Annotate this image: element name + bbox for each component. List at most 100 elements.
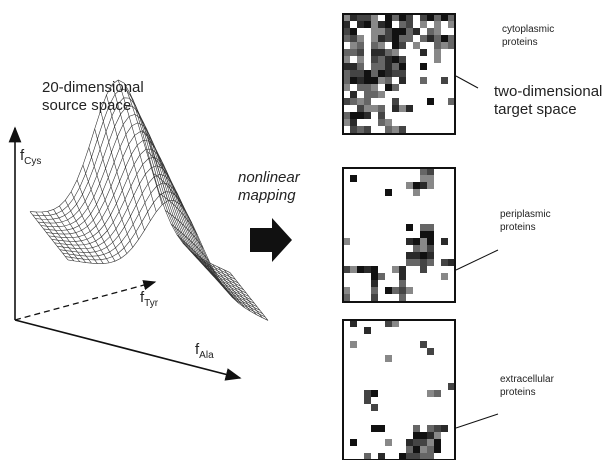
axis-label: fCys bbox=[20, 147, 41, 167]
map-cell bbox=[399, 126, 406, 133]
map-cell bbox=[343, 21, 350, 28]
map-cell bbox=[385, 287, 392, 294]
map-cell bbox=[399, 14, 406, 21]
map-cell bbox=[420, 238, 427, 245]
map-cell bbox=[420, 259, 427, 266]
map bbox=[343, 168, 455, 302]
map-cell bbox=[378, 70, 385, 77]
map-cell bbox=[427, 175, 434, 182]
map-cell bbox=[427, 348, 434, 355]
map-cell bbox=[364, 126, 371, 133]
map-cell bbox=[364, 266, 371, 273]
mesh-line bbox=[212, 264, 250, 311]
leader bbox=[456, 414, 498, 428]
map-cell bbox=[364, 91, 371, 98]
map-cell bbox=[427, 98, 434, 105]
map-cell bbox=[413, 245, 420, 252]
map-cell bbox=[420, 35, 427, 42]
map-cell bbox=[441, 238, 448, 245]
map-label: proteins bbox=[500, 387, 536, 398]
map-label: extracellular bbox=[500, 374, 555, 385]
map-cell bbox=[399, 56, 406, 63]
map-cell bbox=[385, 320, 392, 327]
map-cell bbox=[371, 28, 378, 35]
map-cell bbox=[441, 259, 448, 266]
map-cell bbox=[441, 77, 448, 84]
map-cell bbox=[378, 119, 385, 126]
map-cell bbox=[364, 453, 371, 460]
map-cell bbox=[413, 28, 420, 35]
map-cell bbox=[385, 189, 392, 196]
map-cell bbox=[378, 63, 385, 70]
map-cell bbox=[420, 49, 427, 56]
map-cell bbox=[420, 21, 427, 28]
map-cell bbox=[357, 14, 364, 21]
map-cell bbox=[392, 105, 399, 112]
map-cell bbox=[413, 432, 420, 439]
map-cell bbox=[448, 259, 455, 266]
map-cell bbox=[378, 425, 385, 432]
map-cell bbox=[392, 14, 399, 21]
map-cell bbox=[343, 238, 350, 245]
map-cell bbox=[343, 287, 350, 294]
map-cell bbox=[427, 446, 434, 453]
map-cell bbox=[413, 446, 420, 453]
map-cell bbox=[413, 42, 420, 49]
map-cell bbox=[371, 35, 378, 42]
map-cell bbox=[343, 294, 350, 301]
map-cell bbox=[371, 105, 378, 112]
map-cell bbox=[406, 259, 413, 266]
map-cell bbox=[350, 266, 357, 273]
map-cell bbox=[364, 84, 371, 91]
mesh-line bbox=[83, 165, 121, 258]
map-cell bbox=[420, 63, 427, 70]
map-cell bbox=[357, 77, 364, 84]
map-cell bbox=[357, 56, 364, 63]
map-cell bbox=[406, 14, 413, 21]
map-cell bbox=[385, 77, 392, 84]
map-cell bbox=[392, 28, 399, 35]
map-cell bbox=[434, 446, 441, 453]
map-cell bbox=[392, 49, 399, 56]
mesh-line bbox=[195, 254, 233, 298]
map-cell bbox=[434, 390, 441, 397]
map-cell bbox=[399, 266, 406, 273]
map-cell bbox=[385, 56, 392, 63]
map-cell bbox=[406, 287, 413, 294]
map-cell bbox=[350, 42, 357, 49]
map-cell bbox=[357, 266, 364, 273]
source-title: source space bbox=[42, 97, 131, 114]
map-cell bbox=[371, 266, 378, 273]
map-cell bbox=[399, 105, 406, 112]
map-cell bbox=[371, 425, 378, 432]
target-title: target space bbox=[494, 101, 577, 118]
map-cell bbox=[448, 42, 455, 49]
map-cell bbox=[385, 126, 392, 133]
map-cell bbox=[413, 238, 420, 245]
map-cell bbox=[357, 98, 364, 105]
map-cell bbox=[441, 425, 448, 432]
map-cell bbox=[350, 320, 357, 327]
map-cell bbox=[392, 98, 399, 105]
axis-label: fTyr bbox=[140, 289, 159, 309]
map-cell bbox=[392, 35, 399, 42]
mesh-line bbox=[38, 106, 238, 283]
map-cell bbox=[343, 35, 350, 42]
map-cell bbox=[420, 168, 427, 175]
map-cell bbox=[392, 42, 399, 49]
map-cell bbox=[378, 77, 385, 84]
map-cell bbox=[357, 35, 364, 42]
map-cell bbox=[399, 35, 406, 42]
map-cell bbox=[434, 49, 441, 56]
axis-ala bbox=[15, 320, 240, 378]
map-cell bbox=[343, 77, 350, 84]
map-cell bbox=[343, 98, 350, 105]
map-cell bbox=[434, 439, 441, 446]
map-cell bbox=[413, 252, 420, 259]
map-cell bbox=[420, 231, 427, 238]
map-cell bbox=[427, 224, 434, 231]
map-cell bbox=[406, 224, 413, 231]
map-cell bbox=[441, 42, 448, 49]
map-cell bbox=[371, 21, 378, 28]
map-cell bbox=[392, 266, 399, 273]
